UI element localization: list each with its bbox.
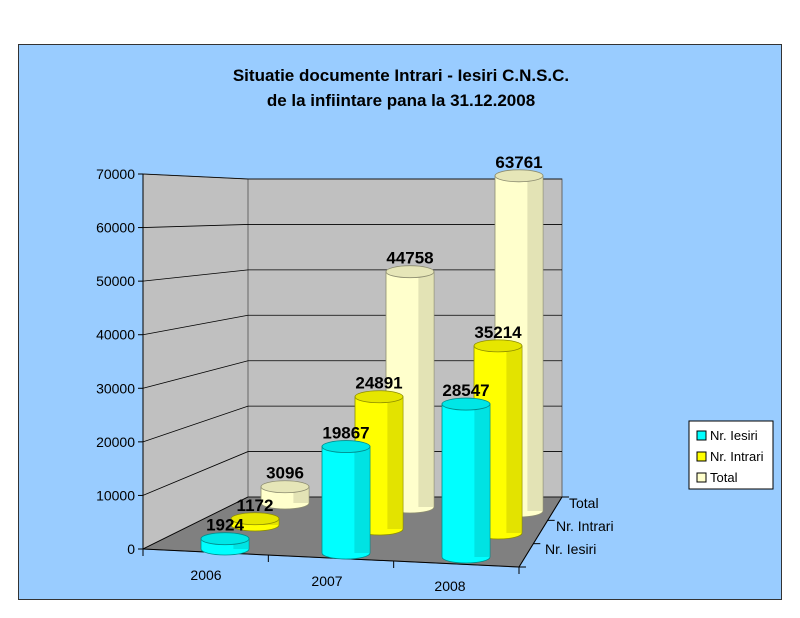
bar-cylinder: [260, 480, 310, 510]
chart-title-line2: de la infiintare pana la 31.12.2008: [267, 91, 535, 110]
chart-title-line1: Situatie documente Intrari - Iesiri C.N.…: [233, 66, 569, 85]
data-label: 44758: [386, 249, 433, 268]
data-labels: 3096 44758 63761 1172 24891 35214 1924 19867 285…: [206, 153, 543, 535]
gridline: [142, 173, 562, 180]
data-label: 1924: [206, 516, 244, 535]
depth-tick-label: Nr. Iesiri: [545, 541, 596, 557]
depth-tick-label: Total: [569, 495, 599, 511]
series-1: [230, 339, 523, 540]
gridline: [142, 314, 562, 336]
y-tick-label: 30000: [96, 380, 135, 396]
bar-shade: [387, 396, 403, 529]
bar-top: [260, 480, 310, 494]
x-tick-label: 2007: [311, 573, 342, 589]
gridline: [142, 360, 562, 389]
depth-tick-label: Nr. Intrari: [556, 518, 614, 534]
legend-swatch: [696, 451, 707, 462]
bar-shade: [233, 538, 249, 549]
gridline: [142, 269, 562, 282]
y-tick-label: 60000: [96, 220, 135, 236]
legend-swatch: [696, 472, 707, 483]
y-tick-label: 50000: [96, 273, 135, 289]
bar-shade: [506, 345, 522, 533]
bar-top: [441, 397, 491, 411]
data-label: 28547: [442, 381, 489, 400]
side-wall: [142, 173, 249, 550]
bar-top: [473, 339, 523, 353]
data-label: 35214: [474, 323, 522, 342]
data-label: 19867: [322, 424, 369, 443]
bar-top: [385, 265, 435, 279]
x-tick-label: 2008: [434, 578, 465, 594]
y-tick-label: 10000: [96, 487, 135, 503]
data-label: 1172: [237, 496, 274, 515]
bar-top: [200, 532, 250, 546]
legend: Nr. Iesiri Nr. Intrari Total: [688, 420, 774, 490]
legend-label: Nr. Intrari: [710, 449, 764, 464]
bar-shade: [354, 446, 370, 553]
chart-area: Situatie documente Intrari - Iesiri C.N.…: [18, 44, 782, 600]
bar-cylinder: [321, 440, 371, 560]
y-tick-label: 40000: [96, 327, 135, 343]
legend-label: Nr. Iesiri: [710, 428, 758, 443]
depth-axis-line: [518, 496, 563, 568]
legend-swatch: [696, 430, 707, 441]
series-0: [200, 397, 491, 564]
bar-top: [321, 440, 371, 453]
bar-top: [354, 390, 404, 404]
y-axis-ticks: 0 10000 20000 30000 40000 50000 60000 70000: [96, 166, 144, 557]
gridline: [142, 224, 562, 228]
y-tick-label: 20000: [96, 434, 135, 450]
bar-top: [494, 169, 544, 183]
bar-top: [230, 512, 280, 526]
x-tick-label: 2006: [190, 567, 221, 583]
bar-shade: [527, 175, 543, 511]
bar-shade: [418, 271, 434, 507]
chart-svg: Situatie documente Intrari - Iesiri C.N.…: [96, 66, 774, 594]
legend-items: Nr. Iesiri Nr. Intrari Total: [696, 428, 764, 485]
data-label: 63761: [495, 153, 542, 172]
bar-cylinder: [200, 532, 250, 556]
y-tick-label: 0: [127, 541, 135, 557]
chart-bars: [200, 169, 544, 564]
bar-cylinder: [230, 512, 280, 532]
data-label: 24891: [355, 374, 402, 393]
legend-label: Total: [710, 470, 738, 485]
bar-cylinder: [441, 397, 491, 564]
y-tick-label: 70000: [96, 166, 135, 182]
data-label: 3096: [266, 464, 304, 483]
series-axis-ticks: Nr. Iesiri Nr. Intrari Total: [518, 495, 614, 568]
bar-shade: [474, 404, 490, 557]
